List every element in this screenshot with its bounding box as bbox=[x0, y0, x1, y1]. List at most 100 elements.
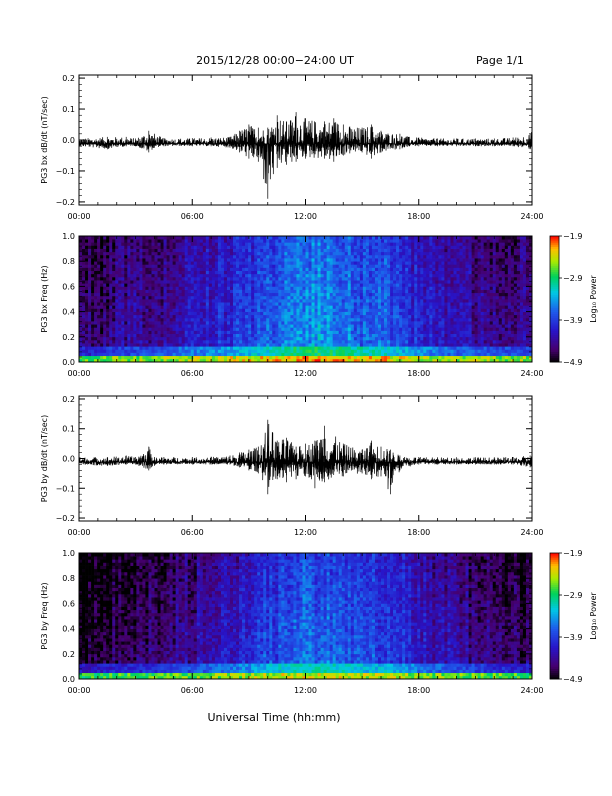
heatmap-cell bbox=[197, 312, 200, 316]
heatmap-cell bbox=[121, 264, 124, 268]
heatmap-cell bbox=[287, 356, 290, 360]
heatmap-cell bbox=[103, 296, 106, 300]
heatmap-cell bbox=[88, 331, 91, 335]
heatmap-cell bbox=[121, 245, 124, 249]
heatmap-cell bbox=[269, 280, 272, 284]
heatmap-cell bbox=[345, 315, 348, 319]
heatmap-cell bbox=[333, 308, 336, 312]
heatmap-cell bbox=[194, 271, 197, 275]
heatmap-cell bbox=[97, 271, 100, 275]
heatmap-cell bbox=[197, 258, 200, 262]
heatmap-cell bbox=[318, 280, 321, 284]
heatmap-cell bbox=[420, 331, 423, 335]
heatmap-cell bbox=[360, 312, 363, 316]
heatmap-cell bbox=[438, 346, 441, 350]
heatmap-cell bbox=[224, 353, 227, 357]
heatmap-cell bbox=[248, 290, 251, 294]
heatmap-cell bbox=[396, 346, 399, 350]
heatmap-cell bbox=[414, 302, 417, 306]
heatmap-cell bbox=[82, 340, 85, 344]
heatmap-cell bbox=[272, 349, 275, 353]
heatmap-cell bbox=[381, 331, 384, 335]
heatmap-cell bbox=[103, 305, 106, 309]
heatmap-cell bbox=[423, 239, 426, 243]
heatmap-cell bbox=[266, 302, 269, 306]
heatmap-cell bbox=[112, 327, 115, 331]
heatmap-cell bbox=[302, 242, 305, 246]
heatmap-cell bbox=[302, 346, 305, 350]
heatmap-cell bbox=[438, 236, 441, 240]
heatmap-cell bbox=[100, 280, 103, 284]
heatmap-cell bbox=[275, 286, 278, 290]
heatmap-cell bbox=[306, 236, 309, 240]
heatmap-cell bbox=[151, 331, 154, 335]
heatmap-cell bbox=[342, 356, 345, 360]
heatmap-cell bbox=[411, 296, 414, 300]
heatmap-cell bbox=[176, 327, 179, 331]
heatmap-cell bbox=[145, 239, 148, 243]
heatmap-cell bbox=[266, 296, 269, 300]
heatmap-cell bbox=[263, 318, 266, 322]
heatmap-cell bbox=[330, 305, 333, 309]
heatmap-cell bbox=[281, 255, 284, 259]
heatmap-cell bbox=[429, 331, 432, 335]
heatmap-cell bbox=[312, 255, 315, 259]
heatmap-cell bbox=[324, 274, 327, 278]
heatmap-cell bbox=[133, 353, 136, 357]
heatmap-cell bbox=[441, 290, 444, 294]
heatmap-cell bbox=[179, 280, 182, 284]
heatmap-cell bbox=[423, 258, 426, 262]
heatmap-cell bbox=[441, 327, 444, 331]
heatmap-cell bbox=[115, 271, 118, 275]
heatmap-cell bbox=[164, 268, 167, 272]
heatmap-cell bbox=[85, 331, 88, 335]
heatmap-cell bbox=[396, 236, 399, 240]
heatmap-cell bbox=[281, 318, 284, 322]
heatmap-cell bbox=[254, 293, 257, 297]
heatmap-cell bbox=[275, 312, 278, 316]
heatmap-cell bbox=[281, 346, 284, 350]
heatmap-cell bbox=[408, 290, 411, 294]
heatmap-cell bbox=[197, 274, 200, 278]
heatmap-cell bbox=[215, 315, 218, 319]
heatmap-cell bbox=[164, 318, 167, 322]
heatmap-cell bbox=[254, 290, 257, 294]
heatmap-cell bbox=[127, 302, 130, 306]
heatmap-cell bbox=[414, 245, 417, 249]
heatmap-cell bbox=[133, 308, 136, 312]
heatmap-cell bbox=[239, 258, 242, 262]
heatmap-cell bbox=[124, 280, 127, 284]
heatmap-cell bbox=[112, 305, 115, 309]
heatmap-cell bbox=[209, 280, 212, 284]
heatmap-cell bbox=[127, 239, 130, 243]
heatmap-cell bbox=[330, 264, 333, 268]
heatmap-cell bbox=[333, 271, 336, 275]
heatmap-cell bbox=[139, 242, 142, 246]
heatmap-cell bbox=[82, 343, 85, 347]
heatmap-cell bbox=[327, 340, 330, 344]
heatmap-cell bbox=[94, 239, 97, 243]
heatmap-cell bbox=[306, 290, 309, 294]
heatmap-cell bbox=[384, 283, 387, 287]
heatmap-cell bbox=[318, 349, 321, 353]
heatmap-cell bbox=[161, 261, 164, 265]
heatmap-cell bbox=[227, 349, 230, 353]
heatmap-cell bbox=[330, 245, 333, 249]
heatmap-cell bbox=[94, 277, 97, 281]
heatmap-cell bbox=[245, 312, 248, 316]
heatmap-cell bbox=[321, 293, 324, 297]
heatmap-cell bbox=[366, 277, 369, 281]
heatmap-cell bbox=[91, 239, 94, 243]
heatmap-cell bbox=[230, 356, 233, 360]
heatmap-cell bbox=[100, 255, 103, 259]
heatmap-cell bbox=[327, 324, 330, 328]
heatmap-cell bbox=[372, 312, 375, 316]
heatmap-cell bbox=[384, 302, 387, 306]
heatmap-cell bbox=[402, 346, 405, 350]
heatmap-cell bbox=[354, 296, 357, 300]
heatmap-cell bbox=[82, 277, 85, 281]
heatmap-cell bbox=[182, 346, 185, 350]
heatmap-cell bbox=[345, 327, 348, 331]
heatmap-cell bbox=[293, 264, 296, 268]
heatmap-cell bbox=[293, 302, 296, 306]
